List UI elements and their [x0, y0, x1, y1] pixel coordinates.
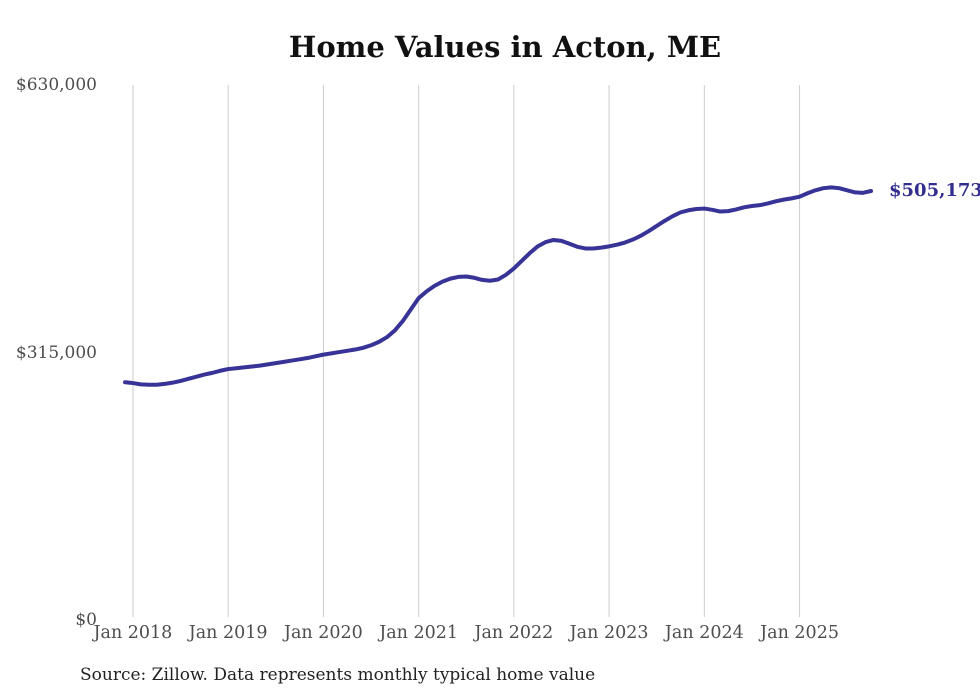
x-tick-2022-01: Jan 2022	[474, 623, 554, 643]
x-tick-2023-01: Jan 2023	[569, 623, 649, 643]
x-tick-2018-01: Jan 2018	[93, 623, 173, 643]
y-tick-2: $0	[75, 610, 97, 630]
x-tick-2019-01: Jan 2019	[188, 623, 268, 643]
y-tick-1: $315,000	[15, 342, 97, 363]
home-value-series-line	[123, 185, 873, 387]
latest-value-label: $505,173	[889, 180, 980, 201]
x-tick-2021-01: Jan 2021	[379, 623, 459, 643]
x-tick-2025-01: Jan 2025	[760, 623, 839, 643]
x-tick-2020-01: Jan 2020	[283, 623, 363, 643]
x-tick-2024-01: Jan 2024	[664, 623, 744, 643]
source-note: Source: Zillow. Data represents monthly …	[80, 665, 596, 685]
chart-title: Home Values in Acton, ME	[288, 30, 722, 64]
y-tick-0: $630,000	[15, 75, 97, 95]
